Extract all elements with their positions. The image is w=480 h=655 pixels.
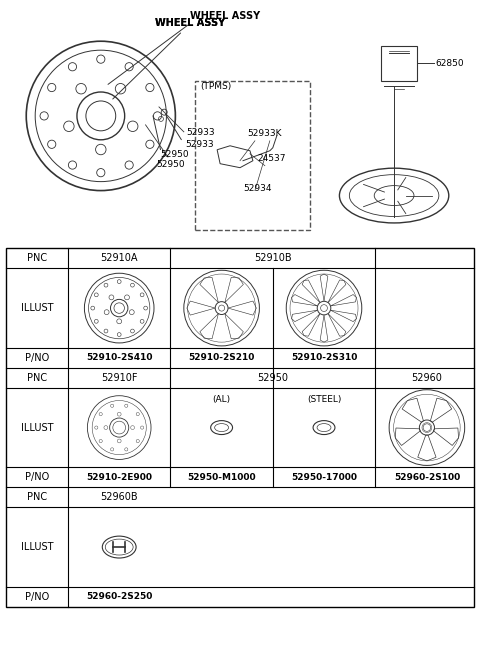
Text: 52960: 52960 — [411, 373, 443, 383]
Text: P/NO: P/NO — [25, 472, 49, 482]
Text: 52960-2S250: 52960-2S250 — [86, 592, 152, 601]
Text: (AL): (AL) — [213, 395, 231, 404]
Text: 24537: 24537 — [257, 154, 286, 162]
Text: 52910B: 52910B — [254, 253, 292, 263]
Text: 52933: 52933 — [186, 128, 215, 137]
Text: WHEEL ASSY: WHEEL ASSY — [156, 18, 226, 28]
Text: 52910F: 52910F — [101, 373, 137, 383]
Text: 52950: 52950 — [157, 160, 185, 169]
Text: (TPMS): (TPMS) — [200, 82, 231, 91]
Text: ILLUST: ILLUST — [21, 542, 53, 552]
Text: 52933: 52933 — [185, 140, 214, 149]
Text: 62850: 62850 — [436, 59, 465, 67]
Text: WHEEL ASSY: WHEEL ASSY — [113, 18, 226, 99]
Text: 52960B: 52960B — [100, 493, 138, 502]
Text: 52950-M1000: 52950-M1000 — [187, 473, 256, 482]
Text: ILLUST: ILLUST — [21, 422, 53, 432]
Text: (STEEL): (STEEL) — [307, 395, 341, 404]
Text: 52910A: 52910A — [100, 253, 138, 263]
Text: 52950: 52950 — [257, 373, 288, 383]
Text: ILLUST: ILLUST — [21, 303, 53, 313]
Bar — [6, 248, 474, 607]
Text: 52933K: 52933K — [247, 129, 281, 138]
Text: 52910-2S310: 52910-2S310 — [291, 353, 357, 362]
Text: P/NO: P/NO — [25, 592, 49, 602]
Text: WHEEL ASSY: WHEEL ASSY — [190, 11, 261, 22]
Text: 52950-17000: 52950-17000 — [291, 473, 357, 482]
Text: PNC: PNC — [27, 493, 47, 502]
Text: 52910-2S210: 52910-2S210 — [189, 353, 255, 362]
Text: 52960-2S100: 52960-2S100 — [394, 473, 460, 482]
Text: 52950: 52950 — [160, 150, 189, 159]
Text: PNC: PNC — [27, 373, 47, 383]
Text: 52934: 52934 — [243, 183, 272, 193]
Text: 52910-2E900: 52910-2E900 — [86, 473, 152, 482]
Text: P/NO: P/NO — [25, 353, 49, 363]
Text: PNC: PNC — [27, 253, 47, 263]
Text: 52910-2S410: 52910-2S410 — [86, 353, 153, 362]
